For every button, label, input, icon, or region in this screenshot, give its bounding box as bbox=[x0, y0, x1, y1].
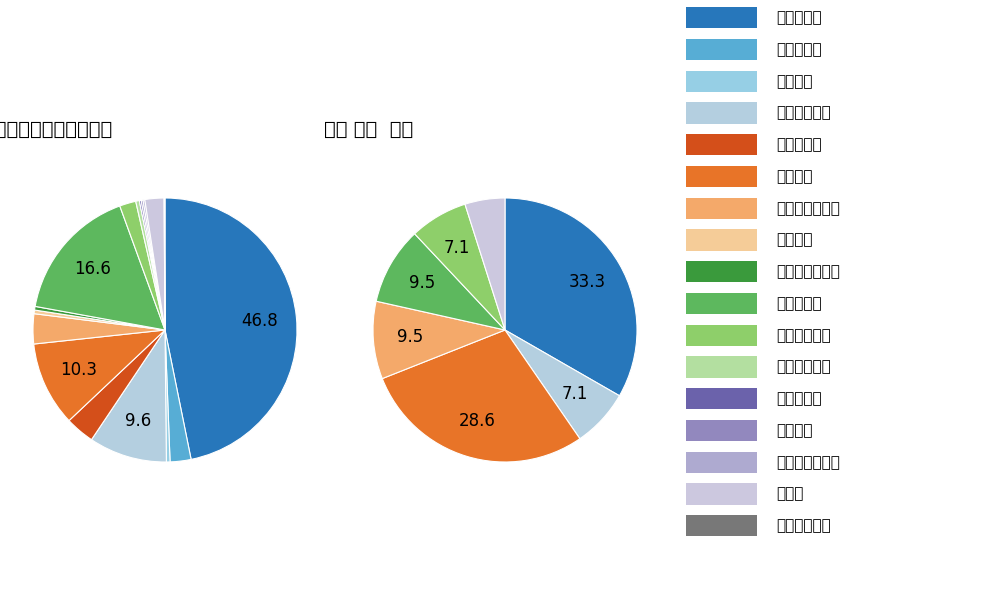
Text: 縦スライダー: 縦スライダー bbox=[776, 328, 831, 343]
FancyBboxPatch shape bbox=[686, 293, 757, 314]
Wedge shape bbox=[33, 314, 165, 344]
Text: パワーカーブ: パワーカーブ bbox=[776, 359, 831, 374]
FancyBboxPatch shape bbox=[686, 39, 757, 60]
Wedge shape bbox=[35, 206, 165, 330]
FancyBboxPatch shape bbox=[686, 484, 757, 505]
Text: カーブ: カーブ bbox=[776, 487, 803, 502]
Text: フォーク: フォーク bbox=[776, 169, 812, 184]
Wedge shape bbox=[505, 330, 619, 439]
Wedge shape bbox=[165, 198, 297, 460]
Wedge shape bbox=[141, 200, 165, 330]
Text: ツーシーム: ツーシーム bbox=[776, 42, 822, 57]
FancyBboxPatch shape bbox=[686, 71, 757, 92]
FancyBboxPatch shape bbox=[686, 7, 757, 28]
Text: 7.1: 7.1 bbox=[444, 239, 470, 257]
Wedge shape bbox=[376, 234, 505, 330]
Text: 9.6: 9.6 bbox=[125, 412, 151, 430]
FancyBboxPatch shape bbox=[686, 388, 757, 409]
Wedge shape bbox=[91, 330, 166, 462]
Text: ストレート: ストレート bbox=[776, 10, 822, 25]
Wedge shape bbox=[136, 200, 165, 330]
Wedge shape bbox=[505, 198, 637, 396]
Wedge shape bbox=[415, 204, 505, 330]
Wedge shape bbox=[373, 301, 505, 379]
FancyBboxPatch shape bbox=[686, 197, 757, 219]
Text: ナックルカーブ: ナックルカーブ bbox=[776, 455, 840, 470]
Text: シュート: シュート bbox=[776, 74, 812, 89]
Text: 7.1: 7.1 bbox=[562, 385, 588, 403]
Text: スクリュー: スクリュー bbox=[776, 391, 822, 406]
Text: 33.3: 33.3 bbox=[569, 274, 606, 292]
Text: チェンジアップ: チェンジアップ bbox=[776, 201, 840, 216]
Wedge shape bbox=[69, 330, 165, 440]
Wedge shape bbox=[143, 200, 165, 330]
FancyBboxPatch shape bbox=[686, 325, 757, 346]
Wedge shape bbox=[382, 330, 580, 462]
Wedge shape bbox=[145, 198, 165, 330]
Text: パ・リーグ全プレイヤー: パ・リーグ全プレイヤー bbox=[0, 119, 113, 139]
Text: 16.6: 16.6 bbox=[74, 260, 111, 278]
FancyBboxPatch shape bbox=[686, 420, 757, 441]
Text: ナックル: ナックル bbox=[776, 423, 812, 438]
Text: 9.5: 9.5 bbox=[409, 274, 436, 292]
Wedge shape bbox=[34, 310, 165, 330]
Wedge shape bbox=[35, 307, 165, 330]
Text: カットボール: カットボール bbox=[776, 106, 831, 121]
Wedge shape bbox=[120, 201, 165, 330]
Text: シンカー: シンカー bbox=[776, 233, 812, 248]
FancyBboxPatch shape bbox=[686, 356, 757, 377]
Wedge shape bbox=[139, 200, 165, 330]
Text: 46.8: 46.8 bbox=[241, 311, 278, 329]
Wedge shape bbox=[165, 330, 170, 462]
FancyBboxPatch shape bbox=[686, 134, 757, 155]
Text: 細川 凌平  選手: 細川 凌平 選手 bbox=[324, 119, 413, 139]
FancyBboxPatch shape bbox=[686, 515, 757, 536]
Text: 28.6: 28.6 bbox=[459, 412, 496, 430]
Text: 9.5: 9.5 bbox=[397, 328, 423, 346]
Text: スライダー: スライダー bbox=[776, 296, 822, 311]
FancyBboxPatch shape bbox=[686, 103, 757, 124]
Wedge shape bbox=[465, 198, 505, 330]
FancyBboxPatch shape bbox=[686, 166, 757, 187]
Wedge shape bbox=[165, 330, 191, 462]
FancyBboxPatch shape bbox=[686, 229, 757, 251]
Text: スローカーブ: スローカーブ bbox=[776, 518, 831, 533]
FancyBboxPatch shape bbox=[686, 261, 757, 283]
Text: 高速スライダー: 高速スライダー bbox=[776, 264, 840, 279]
FancyBboxPatch shape bbox=[686, 452, 757, 473]
Wedge shape bbox=[34, 330, 165, 421]
Text: 10.3: 10.3 bbox=[60, 361, 97, 379]
Text: スプリット: スプリット bbox=[776, 137, 822, 152]
